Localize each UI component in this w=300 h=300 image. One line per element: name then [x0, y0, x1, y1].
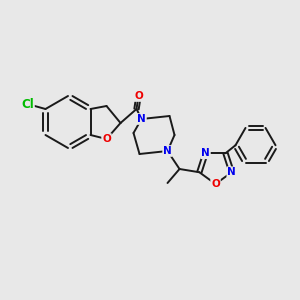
Text: N: N — [137, 114, 146, 124]
Text: O: O — [134, 91, 143, 101]
Text: N: N — [163, 146, 172, 156]
Text: N: N — [227, 167, 236, 177]
Text: O: O — [211, 179, 220, 189]
Text: N: N — [201, 148, 210, 158]
Text: O: O — [102, 134, 111, 144]
Text: Cl: Cl — [21, 98, 34, 110]
